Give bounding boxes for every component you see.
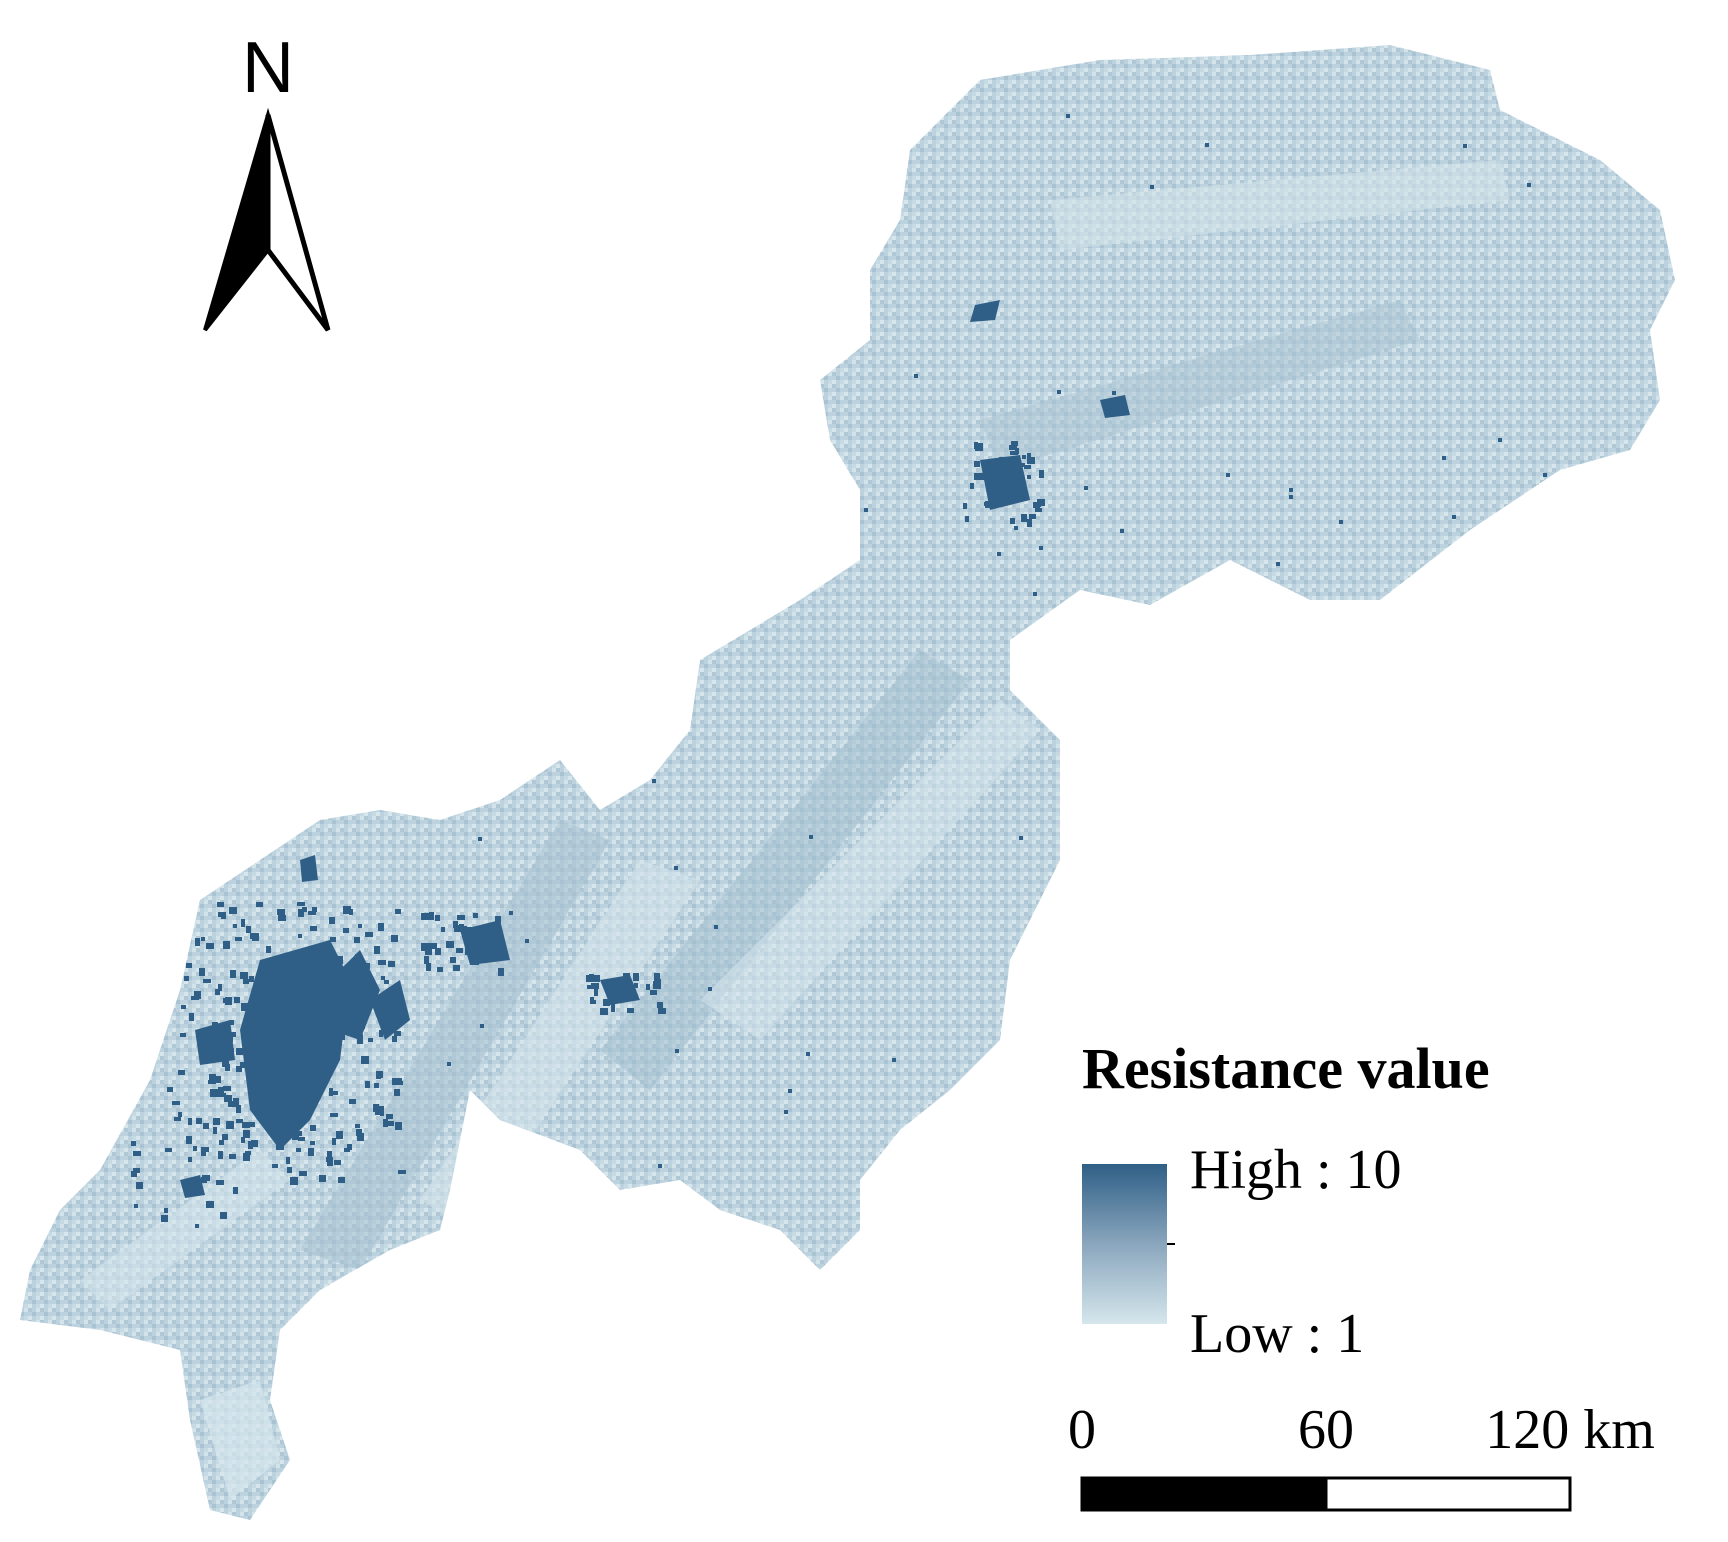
scale-tick-120: 120 km [1485,1399,1655,1461]
legend-low-label: Low : 1 [1190,1303,1364,1365]
legend: Resistance value High : 10 Low : 1 [1082,1036,1490,1365]
north-arrow: N [203,28,331,332]
scale-tick-60: 60 [1298,1399,1354,1461]
scale-tick-0: 0 [1068,1399,1096,1461]
north-label: N [242,28,294,108]
scale-bar: 0 60 120 km [1068,1399,1655,1512]
legend-high-label: High : 10 [1190,1139,1402,1201]
legend-title: Resistance value [1082,1036,1490,1101]
legend-color-ramp [1082,1164,1167,1324]
scale-bar-white-segment [1324,1476,1572,1512]
high-resistance-patches [180,300,1130,1198]
study-region [20,45,1675,1520]
terrain-bands [80,160,1510,1500]
scale-bar-black-segment [1080,1476,1328,1512]
